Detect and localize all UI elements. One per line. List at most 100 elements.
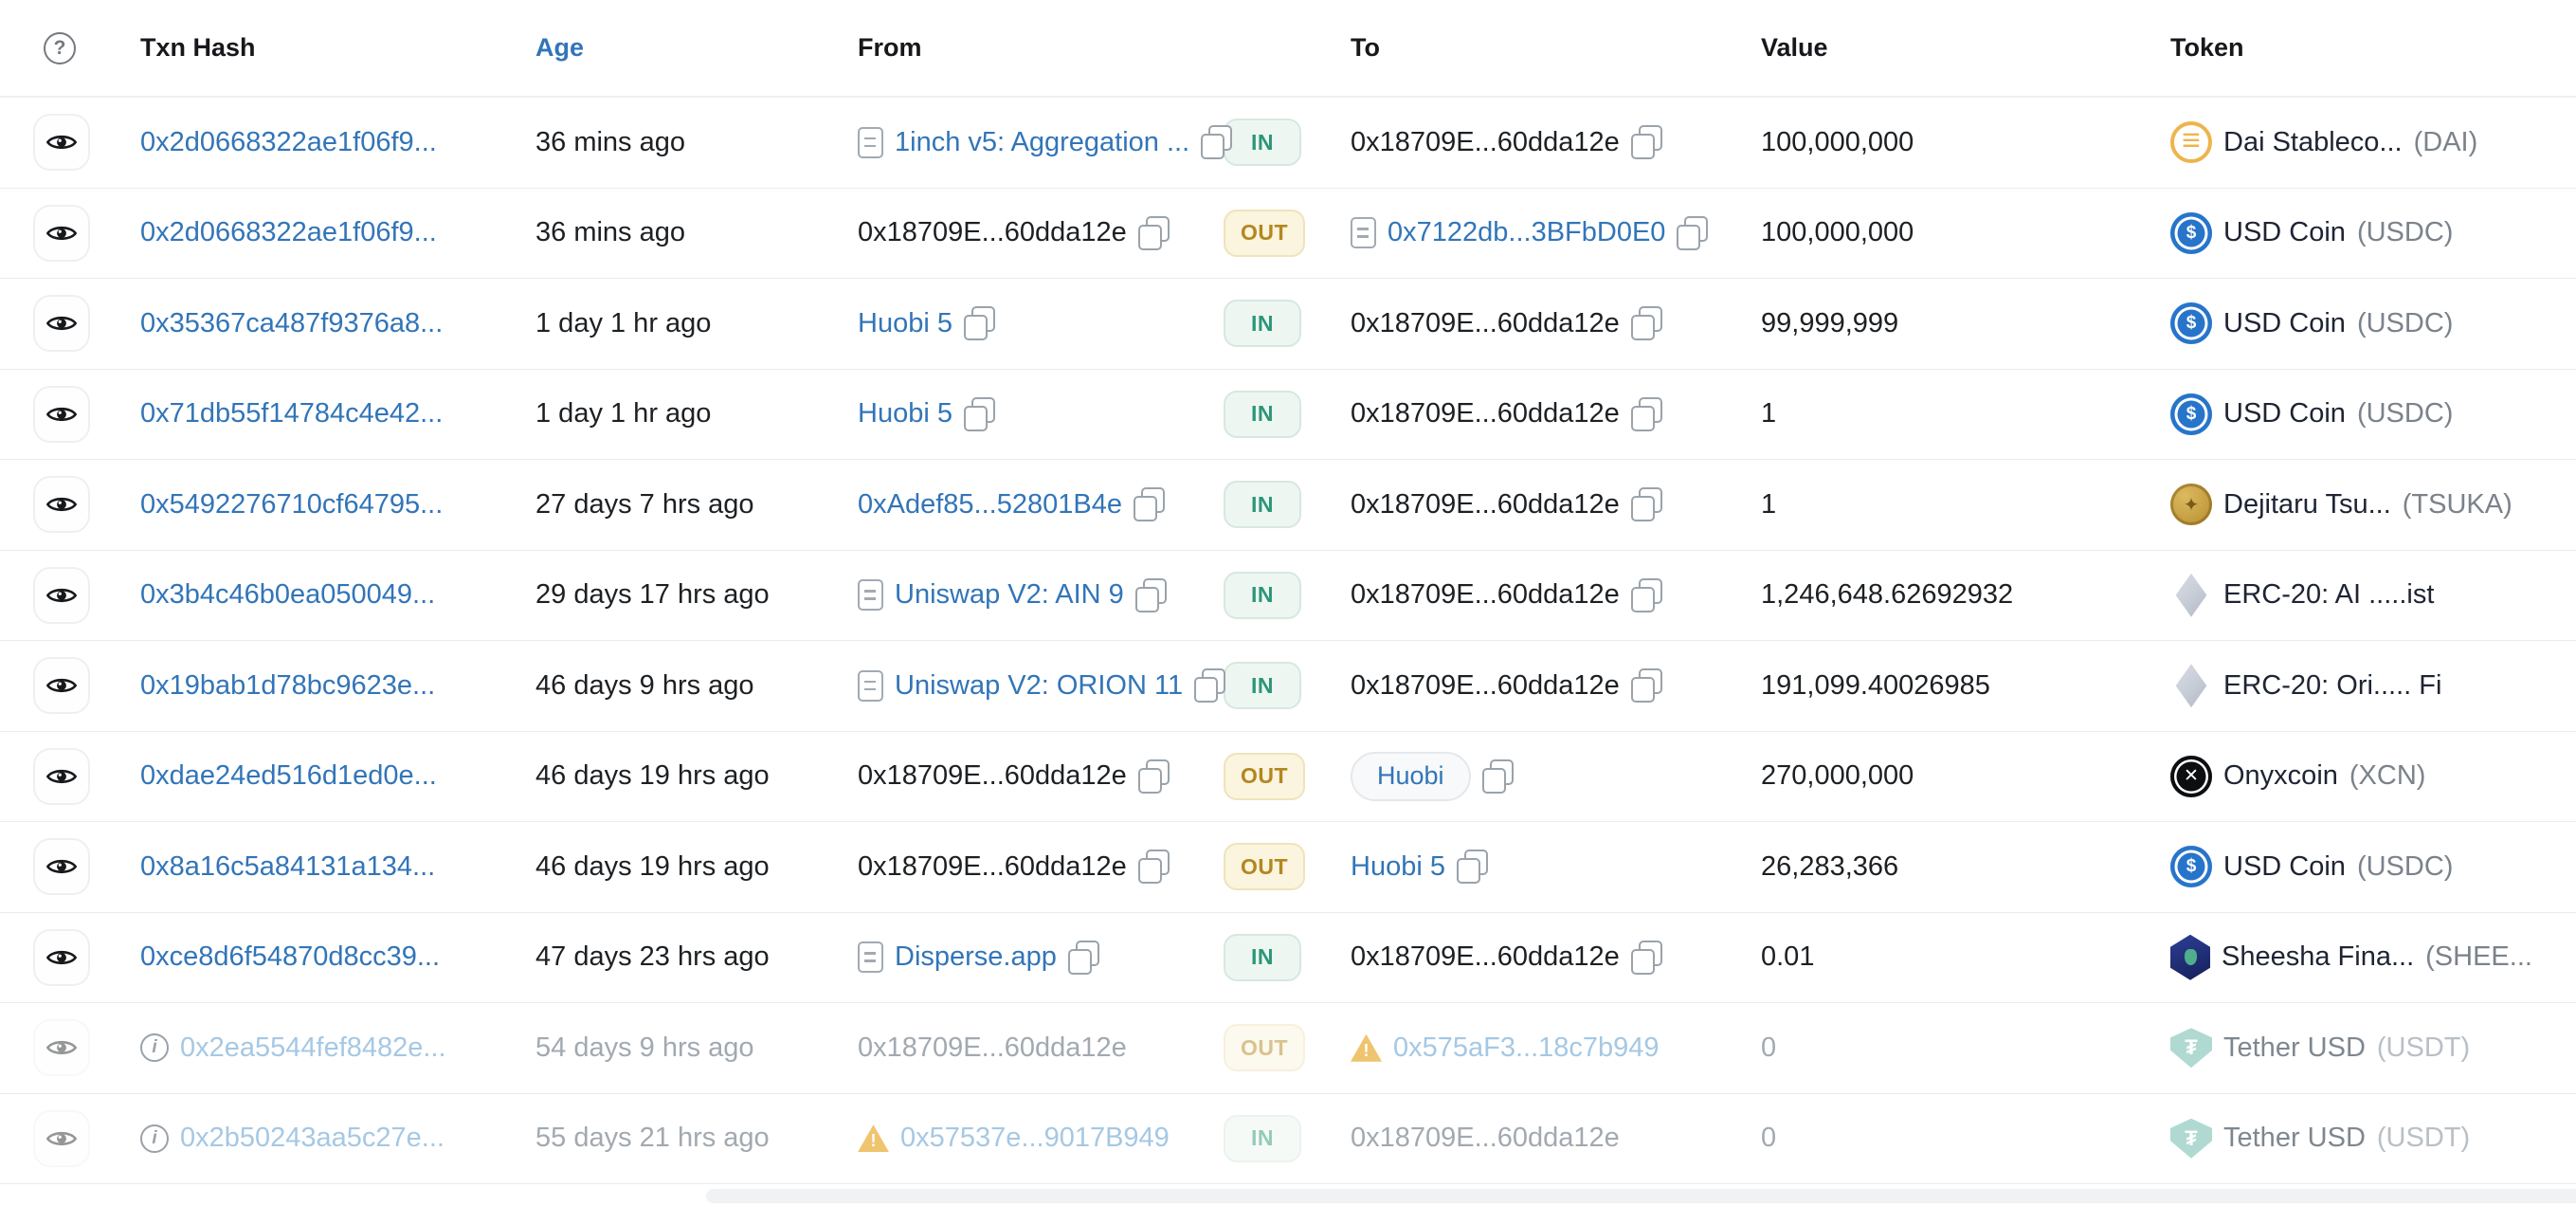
to-label[interactable]: 0x18709E...60dda12e xyxy=(1351,579,1620,611)
txn-hash-link[interactable]: 0x3b4c46b0ea050049... xyxy=(140,579,436,611)
from-label[interactable]: 1inch v5: Aggregation ... xyxy=(895,126,1190,157)
txn-hash-link[interactable]: 0x71db55f14784c4e42... xyxy=(140,398,444,429)
horizontal-scrollbar-thumb[interactable] xyxy=(706,1189,2576,1203)
copy-address-icon[interactable] xyxy=(1194,668,1226,704)
contract-icon xyxy=(858,126,883,158)
preview-transaction-button[interactable] xyxy=(33,295,90,353)
preview-transaction-button[interactable] xyxy=(33,928,90,986)
preview-transaction-button[interactable] xyxy=(33,838,90,896)
from-label[interactable]: 0x57537e...9017B949 xyxy=(900,1123,1170,1154)
to-label[interactable]: 0x18709E...60dda12e xyxy=(1351,398,1620,429)
token-name-link[interactable]: USD Coin xyxy=(2223,850,2346,882)
to-label[interactable]: 0x18709E...60dda12e xyxy=(1351,307,1620,338)
to-label[interactable]: 0x18709E...60dda12e xyxy=(1351,488,1620,520)
from-label[interactable]: Uniswap V2: ORION 11 xyxy=(895,669,1184,701)
to-label[interactable]: 0x575aF3...18c7b949 xyxy=(1393,1032,1660,1063)
txn-hash-link[interactable]: 0x2ea5544fef8482e... xyxy=(180,1032,446,1063)
to-label[interactable]: 0x7122db...3BFbD0E0 xyxy=(1388,217,1666,248)
preview-transaction-button[interactable] xyxy=(33,204,90,262)
warning-icon xyxy=(858,1124,889,1153)
from-label[interactable]: Disperse.app xyxy=(895,941,1057,973)
copy-address-icon[interactable] xyxy=(1201,125,1233,160)
help-icon[interactable]: ? xyxy=(44,31,76,64)
txn-hash-link[interactable]: 0x2b50243aa5c27e... xyxy=(180,1123,444,1154)
txn-hash-link[interactable]: 0x8a16c5a84131a134... xyxy=(140,850,436,882)
preview-transaction-button[interactable] xyxy=(33,385,90,443)
copy-address-icon[interactable] xyxy=(963,396,995,431)
info-icon[interactable]: i xyxy=(140,1124,169,1153)
preview-transaction-button[interactable] xyxy=(33,1109,90,1167)
from-label[interactable]: Huobi 5 xyxy=(858,307,952,338)
age-text: 36 mins ago xyxy=(535,126,685,157)
from-label[interactable]: 0xAdef85...52801B4e xyxy=(858,488,1122,520)
from-label[interactable]: Huobi 5 xyxy=(858,398,952,429)
table-row: i 0x71db55f14784c4e42... 1 day 1 hr ago … xyxy=(0,370,2576,460)
direction-badge: IN xyxy=(1224,390,1301,438)
token-name-link[interactable]: Sheesha Fina... xyxy=(2222,941,2415,973)
preview-transaction-button[interactable] xyxy=(33,114,90,172)
preview-transaction-button[interactable] xyxy=(33,1019,90,1077)
preview-transaction-button[interactable] xyxy=(33,476,90,534)
token-name-link[interactable]: Tether USD xyxy=(2223,1123,2366,1154)
txn-hash-link[interactable]: 0xce8d6f54870d8cc39... xyxy=(140,941,441,973)
token-name-link[interactable]: Dejitaru Tsu... xyxy=(2223,488,2391,520)
to-label[interactable]: 0x18709E...60dda12e xyxy=(1351,126,1620,157)
column-header-from: From xyxy=(858,33,922,62)
copy-address-icon[interactable] xyxy=(1456,850,1488,885)
copy-address-icon[interactable] xyxy=(1630,306,1662,341)
copy-address-icon[interactable] xyxy=(1067,940,1099,975)
copy-address-icon[interactable] xyxy=(1630,577,1662,612)
txn-hash-link[interactable]: 0xdae24ed516d1ed0e... xyxy=(140,760,437,792)
from-label[interactable]: 0x18709E...60dda12e xyxy=(858,850,1127,882)
column-header-age-sort-link[interactable]: Age xyxy=(535,33,585,62)
to-label[interactable]: 0x18709E...60dda12e xyxy=(1351,941,1620,973)
txn-hash-link[interactable]: 0x35367ca487f9376a8... xyxy=(140,307,444,338)
to-label[interactable]: Huobi 5 xyxy=(1351,850,1445,882)
token-name-link[interactable]: Tether USD xyxy=(2223,1032,2366,1063)
token-icon xyxy=(2170,934,2210,980)
from-label[interactable]: Uniswap V2: AIN 9 xyxy=(895,579,1124,611)
preview-transaction-button[interactable] xyxy=(33,747,90,805)
token-name-link[interactable]: Onyxcoin xyxy=(2223,760,2338,792)
copy-address-icon[interactable] xyxy=(1137,758,1170,794)
copy-address-icon[interactable] xyxy=(1630,125,1662,160)
token-name-link[interactable]: USD Coin xyxy=(2223,398,2346,429)
txn-hash-link[interactable]: 0x2d0668322ae1f06f9... xyxy=(140,126,437,157)
copy-address-icon[interactable] xyxy=(1677,215,1709,250)
from-label[interactable]: 0x18709E...60dda12e xyxy=(858,217,1127,248)
token-name-link[interactable]: Dai Stableco... xyxy=(2223,126,2403,157)
copy-address-icon[interactable] xyxy=(1137,215,1170,250)
column-header-txn-hash: Txn Hash xyxy=(140,33,256,62)
to-label[interactable]: 0x18709E...60dda12e xyxy=(1351,1123,1620,1154)
eye-icon xyxy=(46,132,77,153)
preview-transaction-button[interactable] xyxy=(33,657,90,715)
age-text: 46 days 19 hrs ago xyxy=(535,760,770,792)
value-text: 100,000,000 xyxy=(1761,217,1914,248)
from-label[interactable]: 0x18709E...60dda12e xyxy=(858,1032,1127,1063)
txn-hash-link[interactable]: 0x19bab1d78bc9623e... xyxy=(140,669,436,701)
token-name-link[interactable]: ERC-20: Ori..... Fi xyxy=(2223,669,2442,701)
eye-icon xyxy=(46,856,77,877)
token-symbol: (XCN) xyxy=(2349,760,2426,792)
copy-address-icon[interactable] xyxy=(1630,940,1662,975)
info-icon[interactable]: i xyxy=(140,1033,169,1063)
token-symbol: (TSUKA) xyxy=(2402,488,2513,520)
copy-address-icon[interactable] xyxy=(963,306,995,341)
copy-address-icon[interactable] xyxy=(1630,396,1662,431)
token-name-link[interactable]: ERC-20: AI .....ist xyxy=(2223,579,2435,611)
to-label[interactable]: 0x18709E...60dda12e xyxy=(1351,669,1620,701)
copy-address-icon[interactable] xyxy=(1137,850,1170,885)
txn-hash-link[interactable]: 0x2d0668322ae1f06f9... xyxy=(140,217,437,248)
copy-address-icon[interactable] xyxy=(1133,487,1165,522)
to-label[interactable]: Huobi xyxy=(1351,751,1471,801)
direction-badge: IN xyxy=(1224,481,1301,529)
copy-address-icon[interactable] xyxy=(1481,758,1514,794)
copy-address-icon[interactable] xyxy=(1630,668,1662,704)
preview-transaction-button[interactable] xyxy=(33,566,90,624)
txn-hash-link[interactable]: 0x5492276710cf64795... xyxy=(140,488,444,520)
copy-address-icon[interactable] xyxy=(1134,577,1167,612)
token-name-link[interactable]: USD Coin xyxy=(2223,217,2346,248)
from-label[interactable]: 0x18709E...60dda12e xyxy=(858,760,1127,792)
copy-address-icon[interactable] xyxy=(1630,487,1662,522)
token-name-link[interactable]: USD Coin xyxy=(2223,307,2346,338)
